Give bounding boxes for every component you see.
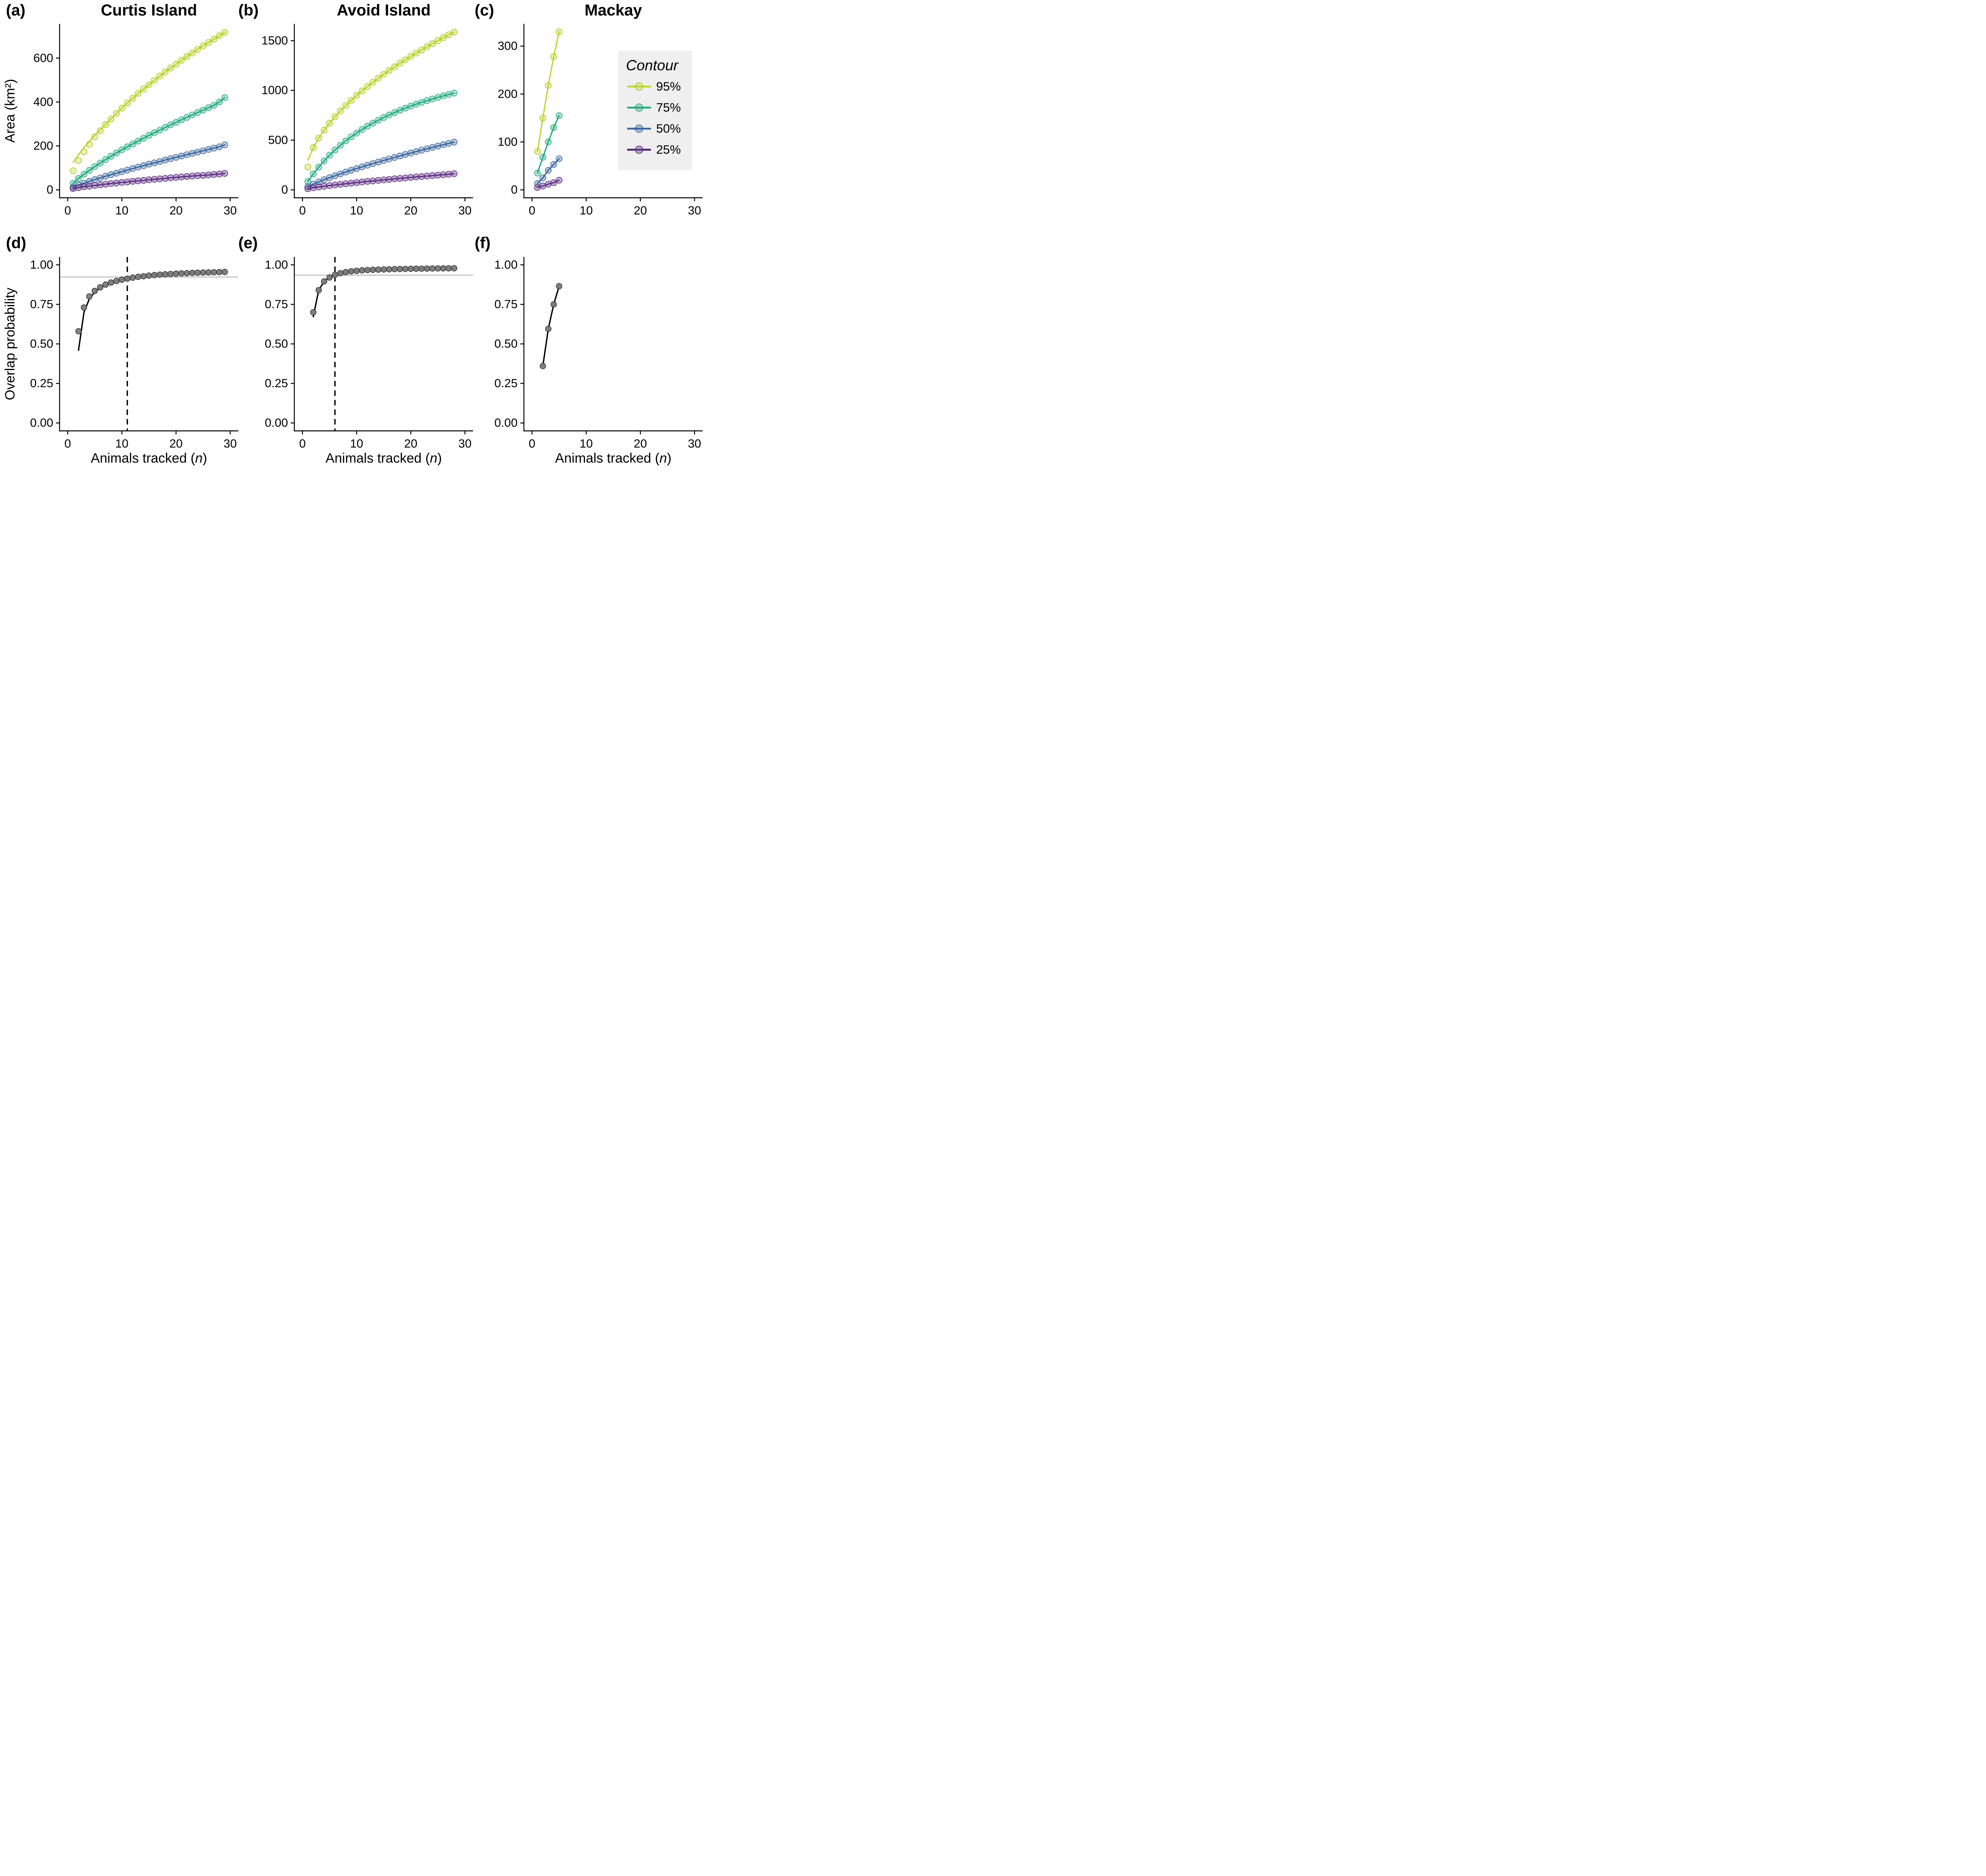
legend-entry-95: 95% <box>626 79 692 94</box>
svg-text:20: 20 <box>404 204 417 217</box>
panel-f: 0 10 20 30 0.00 0.25 0.50 0.75 1.00 Animals track… <box>495 257 703 466</box>
svg-text:0: 0 <box>529 437 535 450</box>
svg-text:0.25: 0.25 <box>265 377 288 390</box>
legend-label-75: 75% <box>656 100 681 114</box>
panel-letter-f: (f) <box>475 234 491 252</box>
svg-text:10: 10 <box>115 437 128 450</box>
legend-entry-75: 75% <box>626 100 692 115</box>
legend: Contour 95% 75% 50% 25% <box>618 51 692 170</box>
legend-key-1 <box>627 103 651 112</box>
svg-text:Animals tracked (n): Animals tracked (n) <box>91 451 207 466</box>
legend-title: Contour <box>626 57 678 73</box>
svg-text:0: 0 <box>64 204 71 217</box>
svg-text:10: 10 <box>350 437 363 450</box>
svg-text:600: 600 <box>33 52 53 65</box>
svg-text:200: 200 <box>498 87 518 100</box>
svg-text:30: 30 <box>688 437 701 450</box>
svg-text:10: 10 <box>580 204 593 217</box>
svg-text:0.75: 0.75 <box>30 298 53 311</box>
legend-label-50: 50% <box>656 122 681 135</box>
legend-label-95: 95% <box>656 79 681 93</box>
svg-text:0.25: 0.25 <box>495 377 518 390</box>
legend-entry-25: 25% <box>626 143 692 157</box>
svg-text:0: 0 <box>64 437 71 450</box>
svg-text:Animals tracked (n): Animals tracked (n) <box>555 451 672 466</box>
svg-text:0: 0 <box>511 183 518 197</box>
svg-text:10: 10 <box>350 204 363 217</box>
svg-text:100: 100 <box>498 135 518 149</box>
panel-letter-a: (a) <box>6 2 25 19</box>
svg-text:30: 30 <box>224 204 237 217</box>
svg-text:0.50: 0.50 <box>30 338 53 351</box>
svg-text:0: 0 <box>299 437 306 450</box>
svg-text:0.25: 0.25 <box>30 377 53 390</box>
svg-text:0.00: 0.00 <box>495 417 518 430</box>
svg-text:0.50: 0.50 <box>495 338 518 351</box>
svg-text:400: 400 <box>33 95 53 108</box>
legend-label-25: 25% <box>656 143 681 156</box>
panel-letter-b: (b) <box>238 2 259 19</box>
panel-letter-c: (c) <box>475 2 494 19</box>
svg-text:30: 30 <box>458 437 471 450</box>
legend-key-0 <box>627 82 651 91</box>
svg-text:20: 20 <box>169 204 182 217</box>
panel-a: 0 10 20 30 0 200 400 600 <box>33 24 238 217</box>
svg-text:0.00: 0.00 <box>30 417 53 430</box>
legend-entry-50: 50% <box>626 122 692 136</box>
legend-key-2 <box>627 124 651 133</box>
svg-text:300: 300 <box>498 40 518 53</box>
svg-text:30: 30 <box>224 437 237 450</box>
svg-text:0.75: 0.75 <box>495 298 518 311</box>
panel-b: 0 10 20 30 0 500 1000 1500 <box>261 24 473 217</box>
svg-text:30: 30 <box>458 204 471 217</box>
svg-text:500: 500 <box>268 133 288 147</box>
panel-d: 0 10 20 30 0.00 0.25 0.50 0.75 1.00 Animals track… <box>30 257 238 466</box>
panel-title-avoid: Avoid Island <box>336 2 431 19</box>
svg-text:0.50: 0.50 <box>265 338 288 351</box>
svg-text:1500: 1500 <box>261 34 288 47</box>
svg-text:0: 0 <box>281 183 288 197</box>
panel-title-mackay: Mackay <box>584 2 642 19</box>
panel-title-curtis: Curtis Island <box>100 2 197 19</box>
svg-text:1000: 1000 <box>261 84 288 97</box>
svg-text:200: 200 <box>33 139 53 152</box>
svg-text:0.75: 0.75 <box>265 298 288 311</box>
svg-text:30: 30 <box>688 204 701 217</box>
svg-text:1.00: 1.00 <box>30 258 53 271</box>
svg-text:10: 10 <box>580 437 593 450</box>
panel-e: 0 10 20 30 0.00 0.25 0.50 0.75 1.00 Animals track… <box>265 257 473 466</box>
svg-text:1.00: 1.00 <box>495 258 518 271</box>
figure: (a) (b) (c) (d) (e) (f) Curtis Island Av… <box>0 0 704 473</box>
svg-text:0.00: 0.00 <box>265 417 288 430</box>
panel-letter-e: (e) <box>238 234 258 252</box>
svg-text:10: 10 <box>115 204 128 217</box>
svg-text:0: 0 <box>46 183 53 197</box>
svg-text:20: 20 <box>634 437 647 450</box>
svg-text:0: 0 <box>299 204 306 217</box>
svg-text:1.00: 1.00 <box>265 258 288 271</box>
legend-key-3 <box>627 145 651 154</box>
svg-text:0: 0 <box>529 204 535 217</box>
svg-text:20: 20 <box>404 437 417 450</box>
svg-text:20: 20 <box>169 437 182 450</box>
svg-text:Animals tracked (n): Animals tracked (n) <box>326 451 442 466</box>
panel-letter-d: (d) <box>6 234 27 252</box>
svg-text:20: 20 <box>634 204 647 217</box>
